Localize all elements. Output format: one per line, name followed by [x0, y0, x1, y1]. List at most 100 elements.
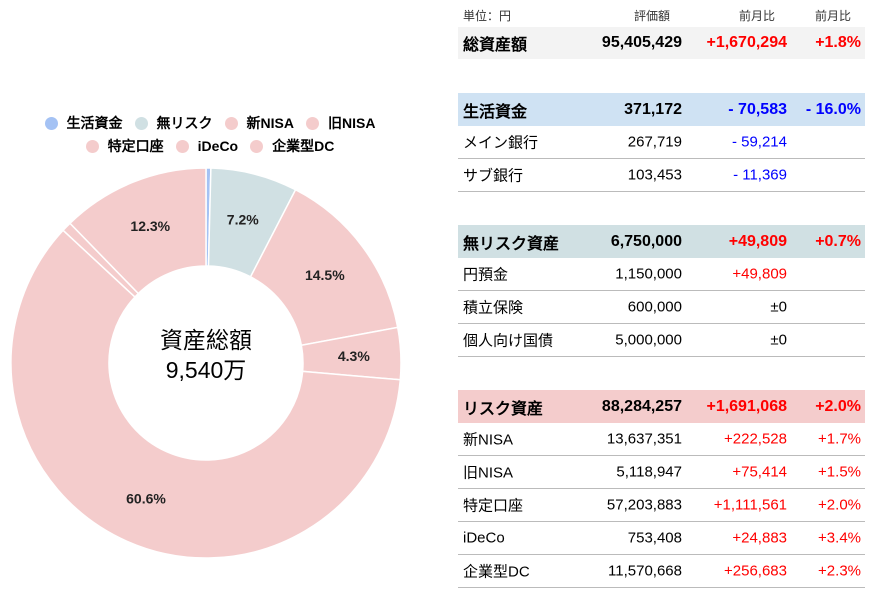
row-value: 600,000 [627, 298, 682, 316]
row-value: 95,405,429 [601, 34, 682, 51]
row-diff: +256,683 [724, 562, 787, 580]
donut-slice[interactable] [249, 188, 399, 347]
row-value: 5,000,000 [615, 331, 682, 349]
legend-item[interactable]: iDeCo [175, 136, 239, 157]
row-diff: +49,809 [728, 232, 787, 250]
table-row: 新NISA 13,637,351 +222,528 +1.7% [458, 423, 865, 456]
slice-label: 60.6% [126, 490, 166, 506]
legend-label: 特定口座 [107, 138, 164, 154]
row-value: 371,172 [624, 100, 682, 118]
row-pct: - 16.0% [805, 100, 861, 118]
row-value: 1,150,000 [615, 265, 682, 283]
legend-label: 新NISA [246, 115, 294, 131]
legend-dot-icon [175, 140, 189, 153]
row-value: 103,453 [627, 166, 682, 184]
slice-label: 14.5% [305, 267, 345, 283]
table-row: 個人向け国債 5,000,000 ±0 [458, 324, 865, 357]
table-row: サブ銀行 103,453 - 11,369 [458, 159, 865, 192]
row-pct: +2.3% [818, 562, 861, 580]
row-label: 円預金 [463, 266, 509, 284]
row-label: 新NISA [463, 431, 514, 449]
table-row: 旧NISA 5,118,947 +75,414 +1.5% [458, 456, 865, 489]
row-diff: - 59,214 [731, 133, 787, 151]
section-total-row: 総資産額 95,405,429 +1,670,294 +1.8% [458, 27, 865, 59]
row-label: 企業型DC [463, 563, 530, 581]
slice-label: 7.2% [227, 212, 259, 228]
row-value: 11,570,668 [608, 562, 682, 580]
row-diff: +75,414 [732, 463, 787, 481]
legend-dot-icon [250, 140, 264, 153]
legend-item[interactable]: 特定口座 [85, 136, 164, 157]
legend-label: 無リスク [156, 115, 213, 131]
legend-dot-icon [134, 117, 148, 130]
row-label: 生活資金 [463, 103, 528, 121]
row-label: 旧NISA [463, 464, 514, 482]
row-pct: +3.4% [818, 529, 861, 547]
legend-item[interactable]: 無リスク [134, 113, 213, 134]
row-label: 積立保険 [463, 299, 524, 317]
legend-dot-icon [44, 117, 58, 130]
row-label: メイン銀行 [463, 134, 539, 152]
table-row: 円預金 1,150,000 +49,809 [458, 258, 865, 291]
row-label: 無リスク資産 [463, 235, 560, 253]
row-diff: +1,670,294 [706, 34, 787, 51]
section-total-row: 生活資金 371,172 - 70,583 - 16.0% [458, 93, 865, 126]
row-value: 57,203,883 [606, 496, 682, 514]
slice-label: 12.3% [130, 218, 170, 234]
row-value: 88,284,257 [601, 397, 682, 415]
row-diff: +222,528 [724, 430, 787, 448]
row-diff: +24,883 [732, 529, 787, 547]
row-diff: ±0 [770, 298, 787, 316]
row-value: 267,719 [627, 133, 682, 151]
column-header: 評価額 [633, 9, 670, 23]
donut-slice[interactable] [68, 167, 207, 295]
legend-item[interactable]: 旧NISA [306, 113, 375, 134]
table-row: 特定口座 57,203,883 +1,111,561 +2.0% [458, 489, 865, 522]
legend-item[interactable]: 新NISA [224, 113, 294, 134]
row-pct: +0.7% [815, 232, 861, 250]
legend-label: 旧NISA [328, 115, 376, 131]
legend-dot-icon [224, 117, 238, 130]
legend-label: 生活資金 [66, 115, 123, 131]
row-label: iDeCo [463, 529, 505, 547]
row-label: 個人向け国債 [463, 332, 554, 350]
column-header: 単位：円 [463, 9, 512, 23]
legend-label: iDeCo [197, 138, 239, 154]
table-row: 企業型DC 11,570,668 +256,683 +2.3% [458, 555, 865, 588]
row-label: リスク資産 [463, 400, 544, 418]
row-label: 総資産額 [463, 37, 528, 54]
section-total-row: リスク資産 88,284,257 +1,691,068 +2.0% [458, 390, 865, 423]
row-value: 6,750,000 [610, 232, 682, 250]
row-value: 753,408 [627, 529, 682, 547]
row-pct: +2.0% [818, 496, 861, 514]
column-header: 前月比 [738, 9, 775, 23]
donut-chart: 7.2% 14.5% 4.3% 60.6% 12.3% [10, 167, 402, 559]
row-pct: +2.0% [815, 397, 861, 415]
row-pct: +1.8% [815, 34, 861, 51]
legend-label: 企業型DC [272, 138, 335, 154]
row-diff: ±0 [770, 331, 787, 349]
row-diff: - 70,583 [728, 100, 787, 118]
donut-center: 資産総額 9,540万 [106, 325, 306, 385]
table-row: iDeCo 753,408 +24,883 +3.4% [458, 522, 865, 555]
row-value: 13,637,351 [606, 430, 682, 448]
row-diff: - 11,369 [733, 166, 787, 184]
center-title: 資産総額 [160, 327, 252, 353]
row-pct: +1.7% [818, 430, 861, 448]
slice-label: 4.3% [338, 348, 370, 364]
section-total-row: 無リスク資産 6,750,000 +49,809 +0.7% [458, 225, 865, 258]
row-diff: +1,691,068 [706, 397, 787, 415]
legend-dot-icon [306, 117, 319, 130]
row-value: 5,118,947 [616, 463, 682, 481]
table-row: メイン銀行 267,719 - 59,214 [458, 126, 865, 159]
row-diff: +49,809 [732, 265, 787, 283]
legend-item[interactable]: 生活資金 [44, 113, 123, 134]
legend-item[interactable]: 企業型DC [250, 136, 334, 157]
legend-dot-icon [85, 140, 99, 153]
row-label: 特定口座 [463, 497, 524, 515]
chart-legend: 生活資金 無リスク 新NISA 旧NISA 特定口座 iDeCo 企業型DC [0, 113, 420, 159]
center-value: 9,540万 [165, 357, 247, 383]
row-pct: +1.5% [818, 463, 861, 481]
donut-slice[interactable] [10, 229, 402, 559]
table-row: 積立保険 600,000 ±0 [458, 291, 865, 324]
